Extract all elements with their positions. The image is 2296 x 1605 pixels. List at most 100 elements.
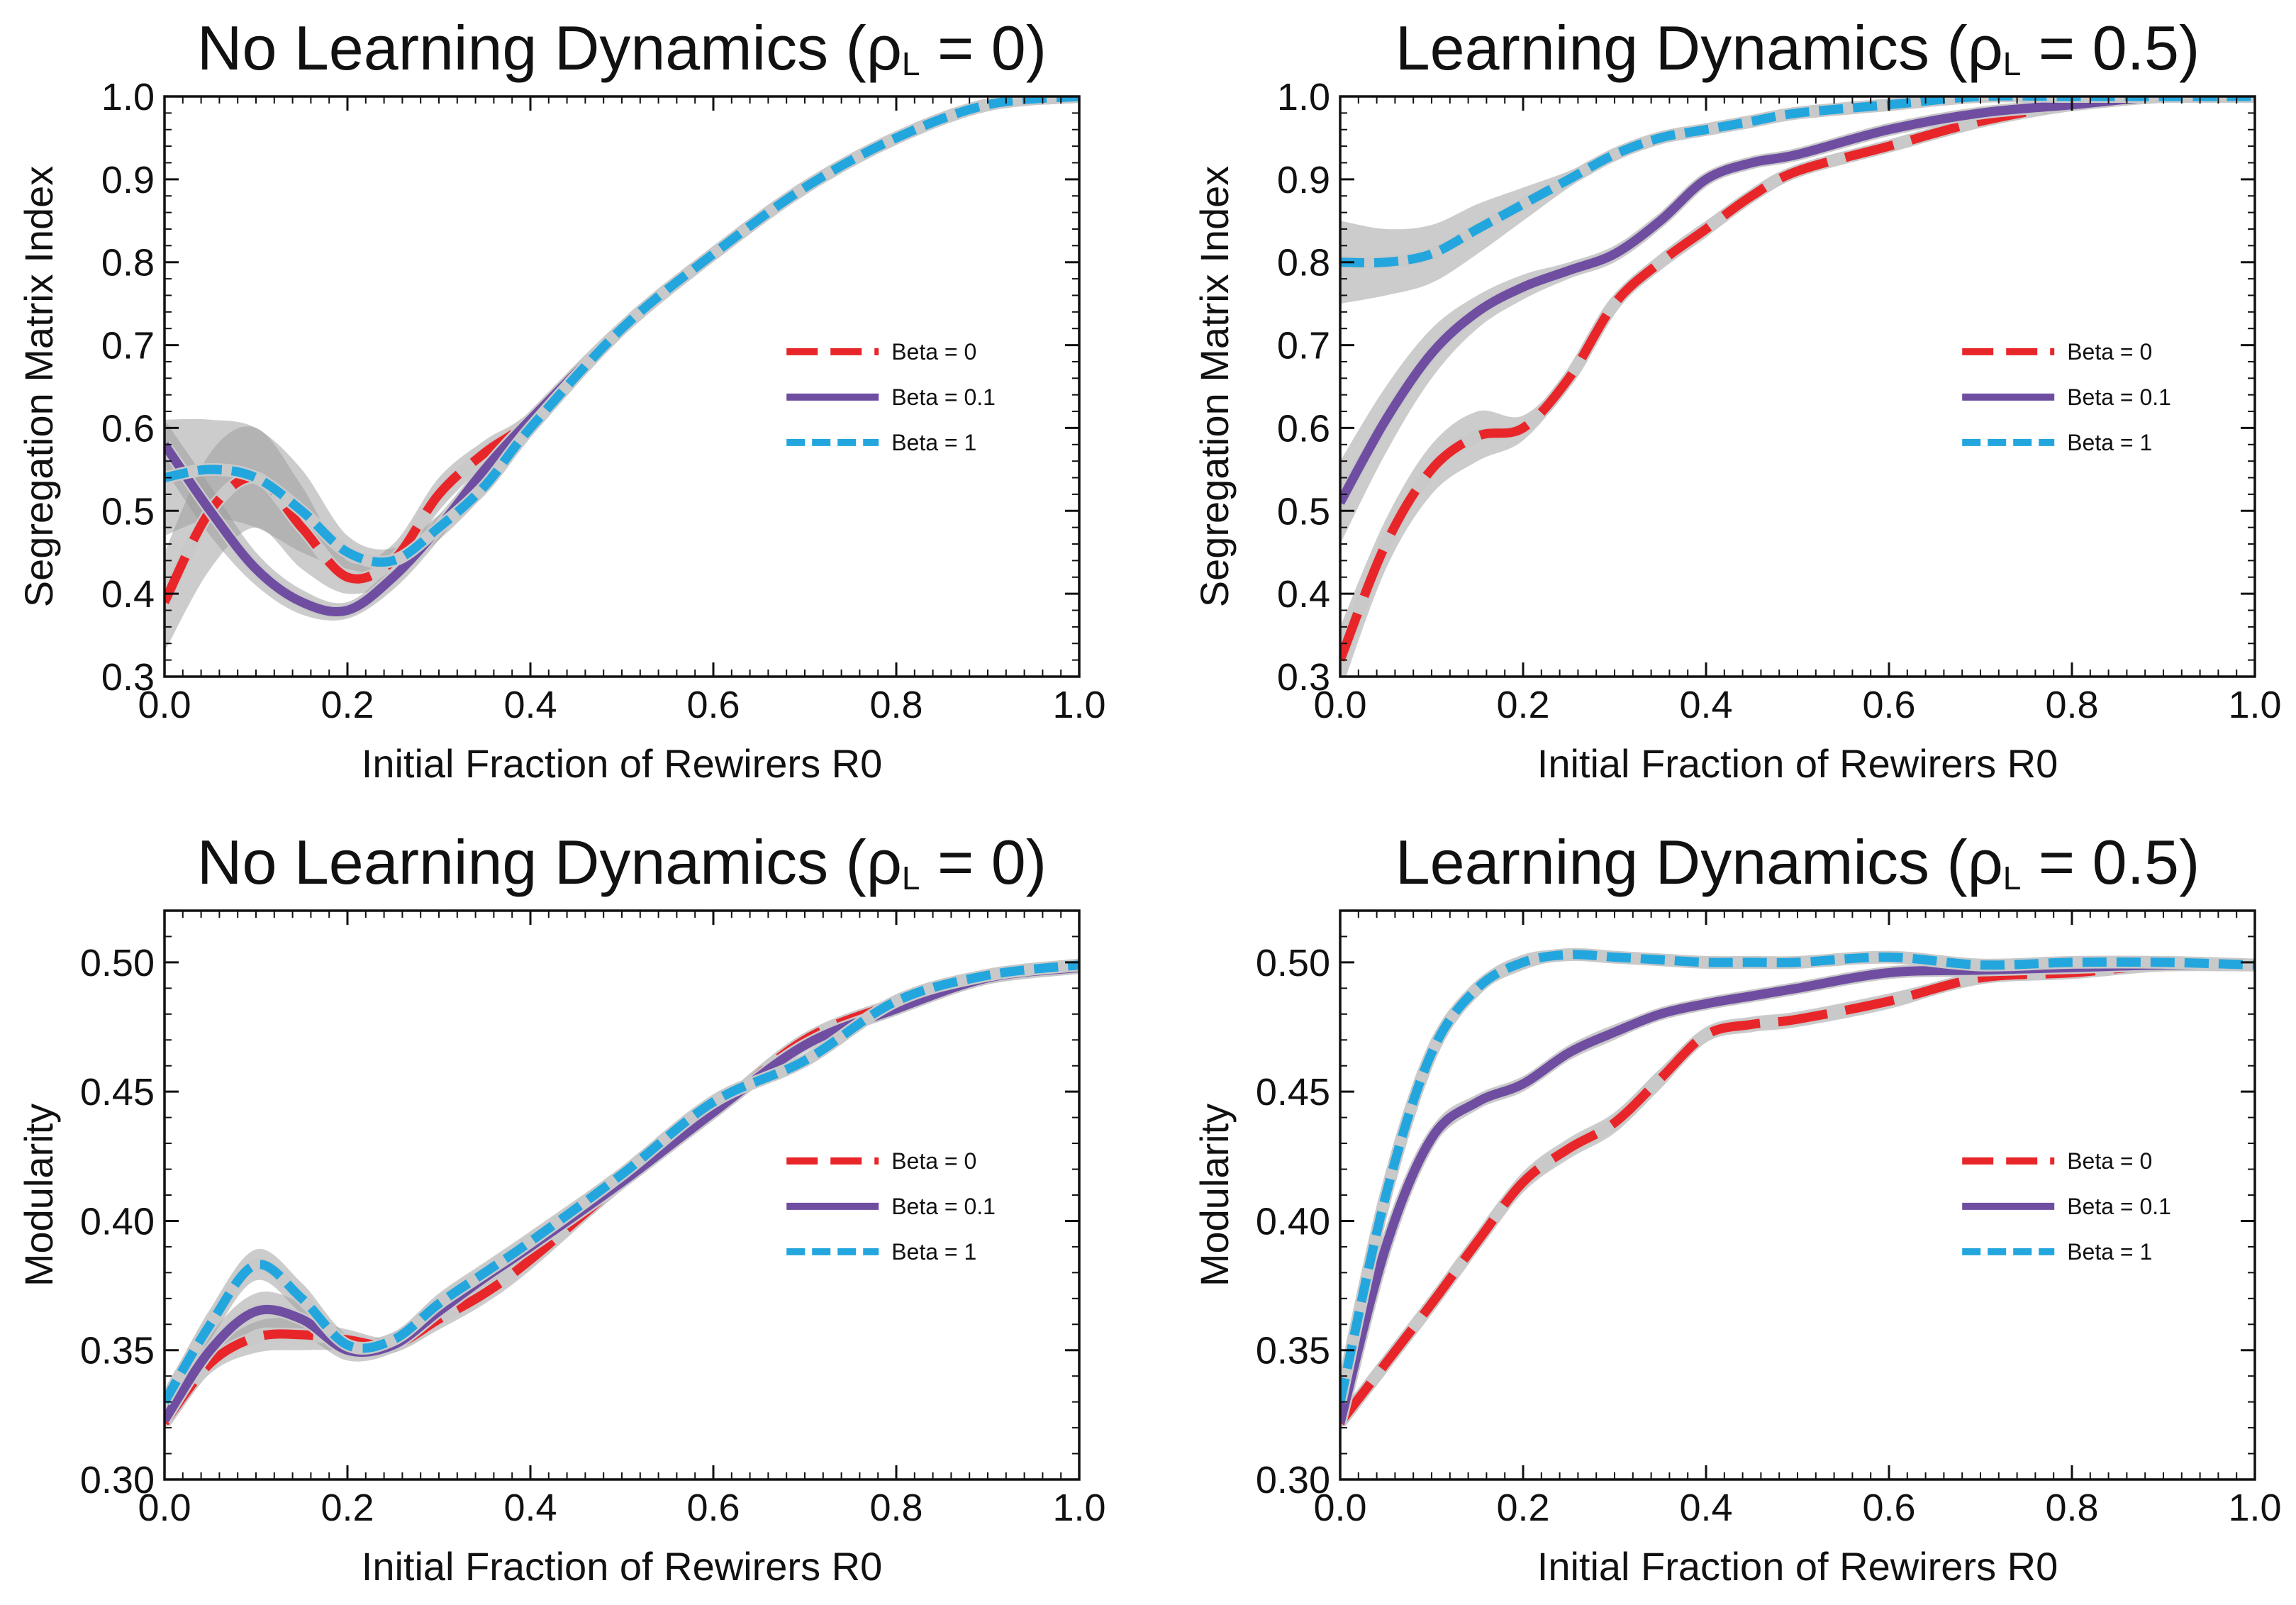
y-tick-label: 0.45 bbox=[1256, 1071, 1330, 1113]
legend: Beta = 0 Beta = 0.1 Beta = 1 bbox=[1962, 339, 2171, 455]
title-rho-value: = 0.5 bbox=[2021, 827, 2179, 897]
chart-title: No Learning Dynamics (ρL = 0) bbox=[197, 13, 1047, 83]
x-tick-label: 0.8 bbox=[2045, 684, 2098, 726]
y-tick-label: 0.7 bbox=[1277, 325, 1330, 367]
legend-label-1: Beta = 0 bbox=[2067, 1148, 2152, 1174]
y-axis-label: Modularity bbox=[1192, 1104, 1237, 1287]
y-tick-label: 0.6 bbox=[101, 407, 155, 450]
x-tick-label: 0.0 bbox=[1313, 684, 1366, 726]
legend-label-3: Beta = 1 bbox=[2067, 1239, 2152, 1265]
x-tick-label: 0.6 bbox=[686, 684, 740, 726]
y-axis-label: Segregation Matrix Index bbox=[1192, 166, 1237, 608]
y-tick-label: 0.3 bbox=[101, 656, 155, 699]
title-rho-symbol: ρ bbox=[866, 13, 902, 83]
y-tick-label: 0.40 bbox=[1256, 1200, 1330, 1243]
series-line-1 bbox=[1340, 96, 2255, 662]
y-tick-label: 0.4 bbox=[101, 573, 155, 616]
series-group bbox=[1340, 96, 2255, 677]
confidence-band-1 bbox=[165, 96, 1079, 652]
x-tick-label: 0.6 bbox=[1862, 1487, 1915, 1529]
x-tick-label: 0.2 bbox=[1496, 684, 1549, 726]
x-tick-label: 0.2 bbox=[321, 684, 374, 726]
title-rho-subscript: L bbox=[2003, 45, 2022, 82]
x-tick-label: 1.0 bbox=[1052, 1487, 1105, 1529]
x-tick-label: 0.6 bbox=[686, 1487, 740, 1529]
chart-title-text: No Learning Dynamics ( bbox=[197, 827, 866, 897]
y-tick-label: 0.40 bbox=[80, 1200, 155, 1243]
y-tick-label: 0.45 bbox=[80, 1071, 155, 1113]
x-tick-label: 1.0 bbox=[2228, 1487, 2281, 1529]
title-rho-subscript: L bbox=[902, 860, 920, 896]
chart-title-text: Learning Dynamics ( bbox=[1395, 13, 1968, 83]
x-tick-label: 0.4 bbox=[1679, 684, 1732, 726]
title-rho-value: = 0 bbox=[920, 827, 1026, 897]
legend-label-1: Beta = 0 bbox=[891, 1148, 976, 1174]
title-rho-subscript: L bbox=[902, 45, 920, 82]
legend-label-3: Beta = 1 bbox=[891, 1239, 976, 1265]
y-tick-label: 0.9 bbox=[1277, 159, 1330, 201]
y-tick-label: 1.0 bbox=[1277, 76, 1330, 118]
x-axis-label: Initial Fraction of Rewirers R0 bbox=[362, 741, 882, 786]
series-line-2 bbox=[1340, 96, 2255, 505]
confidence-band-3 bbox=[165, 96, 1079, 575]
x-tick-label: 0.0 bbox=[138, 1487, 191, 1529]
y-axis-label: Modularity bbox=[16, 1104, 61, 1287]
x-axis-label: Initial Fraction of Rewirers R0 bbox=[1537, 1544, 2058, 1589]
y-tick-label: 0.50 bbox=[80, 942, 155, 984]
title-rho-symbol: ρ bbox=[1968, 827, 2003, 897]
y-tick-label: 0.5 bbox=[1277, 490, 1330, 533]
series-line-3 bbox=[165, 96, 1079, 567]
y-tick-label: 0.3 bbox=[1277, 656, 1330, 699]
y-tick-label: 0.35 bbox=[1256, 1330, 1330, 1372]
x-tick-label: 0.0 bbox=[138, 684, 191, 726]
y-tick-label: 0.35 bbox=[80, 1330, 155, 1372]
title-rho-value: = 0.5 bbox=[2021, 13, 2179, 83]
x-tick-label: 0.0 bbox=[1313, 1487, 1366, 1529]
legend: Beta = 0 Beta = 0.1 Beta = 1 bbox=[1962, 1148, 2171, 1265]
y-tick-label: 1.0 bbox=[101, 76, 155, 118]
series-line-1 bbox=[165, 962, 1079, 1426]
title-rho-symbol: ρ bbox=[866, 827, 902, 897]
x-tick-label: 0.2 bbox=[321, 1487, 374, 1529]
title-rho-symbol: ρ bbox=[1968, 13, 2003, 83]
y-tick-label: 0.4 bbox=[1277, 573, 1330, 616]
chart-panel-4: Learning Dynamics (ρL = 0.5) 0.0 0.2 0.4 0.6… bbox=[1192, 827, 2282, 1589]
x-tick-label: 1.0 bbox=[2228, 684, 2281, 726]
legend-label-1: Beta = 0 bbox=[2067, 339, 2152, 365]
y-tick-label: 0.7 bbox=[101, 325, 155, 367]
y-tick-label: 0.5 bbox=[101, 490, 155, 533]
x-axis-label: Initial Fraction of Rewirers R0 bbox=[362, 1544, 882, 1589]
series-line-3 bbox=[1340, 950, 2255, 1404]
chart-title-text: No Learning Dynamics ( bbox=[197, 13, 866, 83]
y-tick-label: 0.8 bbox=[101, 242, 155, 284]
chart-panel-3: No Learning Dynamics (ρL = 0) 0.0 0.2 0.4 0.… bbox=[16, 827, 1106, 1589]
series-group bbox=[165, 96, 1079, 652]
title-rho-subscript: L bbox=[2003, 860, 2022, 896]
x-tick-label: 0.4 bbox=[1679, 1487, 1732, 1529]
legend-label-2: Beta = 0.1 bbox=[891, 1194, 996, 1219]
x-tick-label: 0.4 bbox=[503, 1487, 557, 1529]
confidence-band-3 bbox=[1340, 96, 2255, 304]
x-tick-label: 1.0 bbox=[1052, 684, 1105, 726]
x-tick-label: 0.2 bbox=[1496, 1487, 1549, 1529]
x-axis-label: Initial Fraction of Rewirers R0 bbox=[1537, 741, 2058, 786]
legend-label-3: Beta = 1 bbox=[2067, 430, 2152, 455]
y-tick-label: 0.30 bbox=[80, 1459, 155, 1501]
title-close-paren: ) bbox=[1026, 13, 1047, 83]
x-tick-label: 0.4 bbox=[503, 684, 557, 726]
chart-title: Learning Dynamics (ρL = 0.5) bbox=[1395, 827, 2200, 897]
y-tick-label: 0.30 bbox=[1256, 1459, 1330, 1501]
y-tick-label: 0.50 bbox=[1256, 942, 1330, 984]
series-group bbox=[165, 958, 1079, 1431]
y-tick-label: 0.8 bbox=[1277, 242, 1330, 284]
title-close-paren: ) bbox=[1026, 827, 1047, 897]
legend-label-2: Beta = 0.1 bbox=[2067, 384, 2171, 410]
chart-title: No Learning Dynamics (ρL = 0) bbox=[197, 827, 1047, 897]
chart-panel-2: Learning Dynamics (ρL = 0.5) 0.0 0.2 0.4 0.6… bbox=[1192, 13, 2282, 786]
x-tick-label: 0.8 bbox=[869, 684, 923, 726]
title-rho-value: = 0 bbox=[920, 13, 1026, 83]
series-halo-3 bbox=[1340, 96, 2255, 270]
legend-label-3: Beta = 1 bbox=[891, 430, 976, 455]
legend-label-1: Beta = 0 bbox=[891, 339, 976, 365]
